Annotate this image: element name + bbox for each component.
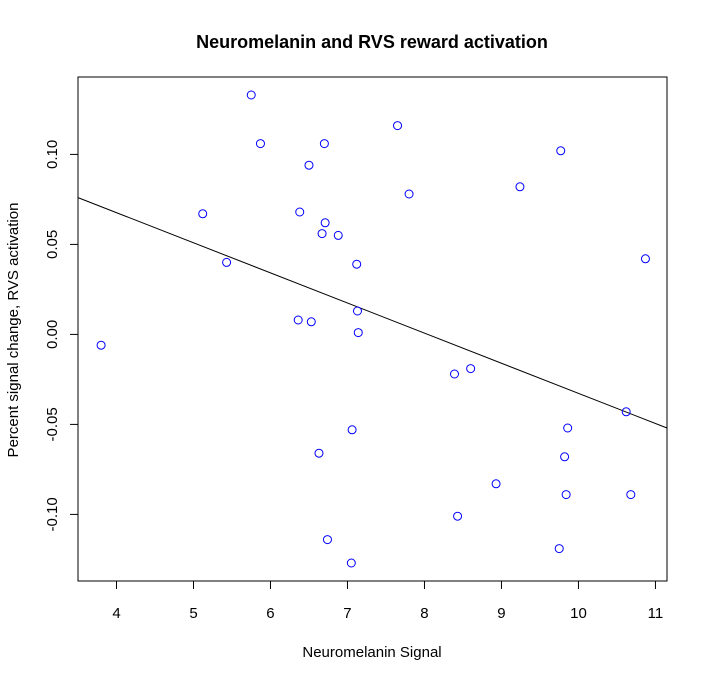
data-point: [246, 90, 256, 100]
data-point: [255, 139, 265, 149]
y-tick-label: 0.05: [44, 230, 61, 259]
x-tick-label: 11: [648, 605, 664, 622]
data-point: [491, 479, 501, 489]
data-point: [304, 160, 314, 170]
data-point: [333, 230, 343, 240]
regression-line: [77, 197, 668, 429]
regression-line-group: [77, 197, 668, 429]
data-point: [352, 259, 362, 269]
x-tick-label: 8: [420, 605, 428, 622]
data-point: [404, 189, 414, 199]
data-point: [554, 544, 564, 554]
data-point: [621, 407, 631, 417]
data-point: [626, 490, 636, 500]
data-point: [198, 209, 208, 219]
data-point: [306, 317, 316, 327]
data-point: [346, 558, 356, 568]
data-point: [293, 315, 303, 325]
x-tick-label: 5: [189, 605, 197, 622]
data-point: [393, 121, 403, 131]
data-point: [319, 139, 329, 149]
y-axis: -0.10 -0.05 0.00 0.05 0.10: [44, 140, 79, 532]
x-tick-label: 10: [570, 605, 587, 622]
data-point: [515, 182, 525, 192]
x-tick-label: 9: [497, 605, 505, 622]
data-point: [96, 340, 106, 350]
y-axis-label: Percent signal change, RVS activation: [5, 203, 22, 458]
x-tick-label: 4: [112, 605, 120, 622]
y-tick-label: 0.10: [44, 140, 61, 169]
data-point: [314, 448, 324, 458]
data-point: [295, 207, 305, 217]
data-point: [352, 306, 362, 316]
x-tick-label: 7: [343, 605, 351, 622]
x-axis: 4 5 6 7 8 9 10 11: [112, 580, 664, 622]
y-tick-label: -0.10: [44, 497, 61, 531]
data-point: [222, 257, 232, 267]
data-point: [560, 452, 570, 462]
data-point: [466, 364, 476, 374]
plot-frame: [77, 76, 668, 582]
data-point: [563, 423, 573, 433]
data-point: [320, 218, 330, 228]
x-axis-label: Neuromelanin Signal: [302, 644, 441, 661]
data-point: [449, 369, 459, 379]
chart-title: Neuromelanin and RVS reward activation: [196, 32, 548, 52]
data-point: [322, 535, 332, 545]
data-point: [453, 511, 463, 521]
data-point: [561, 490, 571, 500]
data-point: [317, 229, 327, 239]
data-point: [347, 425, 357, 435]
y-tick-label: 0.00: [44, 320, 61, 349]
x-tick-label: 6: [266, 605, 274, 622]
data-point: [640, 254, 650, 264]
data-points: [96, 90, 650, 568]
data-point: [556, 146, 566, 156]
y-tick-label: -0.05: [44, 407, 61, 441]
data-point: [353, 328, 363, 338]
